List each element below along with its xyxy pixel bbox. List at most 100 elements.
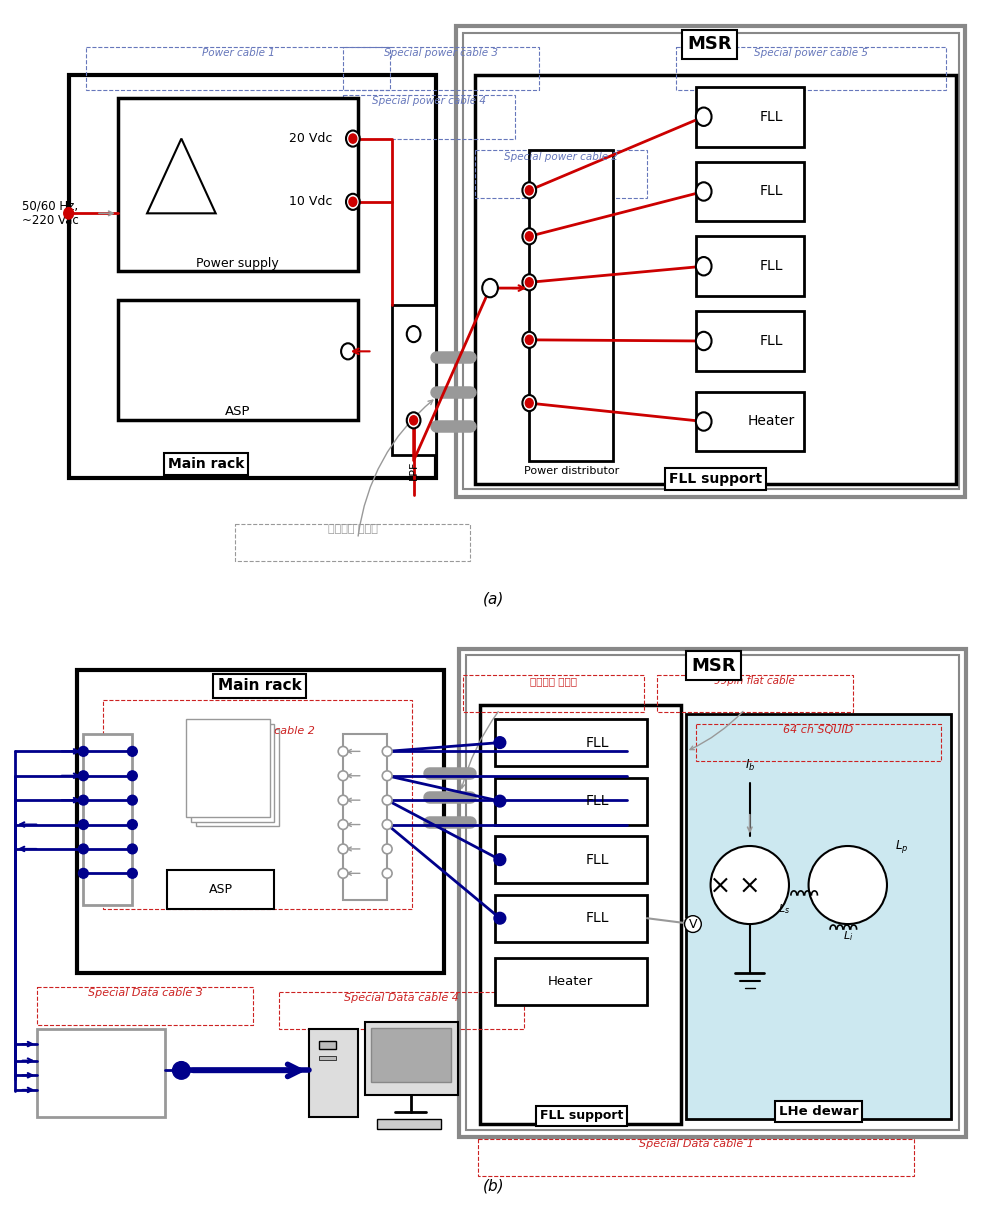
Text: Special Data cable 4: Special Data cable 4 xyxy=(344,993,458,1003)
Text: 99pin flat cable: 99pin flat cable xyxy=(714,676,795,686)
Circle shape xyxy=(382,844,391,853)
Bar xyxy=(656,675,852,712)
Text: Power supply: Power supply xyxy=(195,257,278,270)
Circle shape xyxy=(338,771,348,781)
Bar xyxy=(462,675,643,712)
Text: FLL: FLL xyxy=(759,334,782,348)
Circle shape xyxy=(522,182,535,198)
Circle shape xyxy=(338,820,348,829)
Circle shape xyxy=(695,257,711,275)
Text: Power distributor: Power distributor xyxy=(524,466,618,477)
Text: FLL support: FLL support xyxy=(669,472,761,486)
Circle shape xyxy=(522,395,535,412)
Circle shape xyxy=(127,746,137,757)
Circle shape xyxy=(64,208,74,220)
Circle shape xyxy=(493,795,505,807)
Circle shape xyxy=(493,736,505,748)
Circle shape xyxy=(695,332,711,350)
Bar xyxy=(675,47,945,91)
Text: FLL: FLL xyxy=(759,185,782,198)
Bar xyxy=(77,670,444,973)
Circle shape xyxy=(525,398,532,408)
Bar xyxy=(494,958,646,1005)
Text: FLL: FLL xyxy=(586,794,609,809)
Bar xyxy=(343,734,387,899)
Bar xyxy=(37,1030,165,1118)
Circle shape xyxy=(695,182,711,200)
Bar xyxy=(458,649,965,1137)
Bar xyxy=(494,777,646,824)
Text: (b): (b) xyxy=(483,1178,504,1193)
Text: ASP: ASP xyxy=(208,884,233,897)
Text: FLL support: FLL support xyxy=(539,1109,622,1123)
Bar xyxy=(695,311,803,371)
Text: ASP: ASP xyxy=(224,406,249,419)
Bar xyxy=(191,724,274,822)
Circle shape xyxy=(409,415,417,425)
Text: 10 Vdc: 10 Vdc xyxy=(289,196,332,209)
Circle shape xyxy=(382,795,391,805)
Bar xyxy=(475,150,646,198)
Circle shape xyxy=(349,197,356,206)
Bar xyxy=(494,894,646,941)
Text: V: V xyxy=(688,917,696,931)
Bar xyxy=(695,391,803,451)
Circle shape xyxy=(338,746,348,757)
Bar xyxy=(279,992,524,1030)
Bar xyxy=(528,150,612,461)
Circle shape xyxy=(346,130,359,146)
Circle shape xyxy=(493,853,505,865)
Circle shape xyxy=(522,228,535,244)
Bar xyxy=(478,1138,913,1176)
Bar xyxy=(196,729,279,827)
Text: $L_p$: $L_p$ xyxy=(894,838,907,855)
Bar xyxy=(235,524,470,560)
Circle shape xyxy=(127,820,137,829)
Circle shape xyxy=(382,869,391,879)
Bar xyxy=(465,654,958,1130)
Circle shape xyxy=(338,795,348,805)
Text: 64 ch SQUID: 64 ch SQUID xyxy=(783,724,853,735)
Text: Heater: Heater xyxy=(747,414,794,428)
Circle shape xyxy=(79,869,88,879)
Text: 20 Vdc: 20 Vdc xyxy=(289,132,332,145)
Circle shape xyxy=(127,795,137,805)
Bar xyxy=(86,47,389,91)
Bar xyxy=(371,1028,451,1083)
Text: Main rack: Main rack xyxy=(218,678,302,693)
Circle shape xyxy=(695,107,711,126)
Bar xyxy=(103,700,411,909)
Circle shape xyxy=(79,820,88,829)
Text: 50/60 Hz,
~220 Vac: 50/60 Hz, ~220 Vac xyxy=(22,199,78,227)
Bar xyxy=(391,305,436,455)
Circle shape xyxy=(525,232,532,241)
Bar xyxy=(309,1030,357,1118)
Text: FLL: FLL xyxy=(586,852,609,867)
Text: $L_s$: $L_s$ xyxy=(777,903,790,916)
Circle shape xyxy=(382,746,391,757)
Bar xyxy=(695,162,803,221)
Text: $I_b$: $I_b$ xyxy=(743,758,754,772)
Bar xyxy=(695,87,803,146)
Circle shape xyxy=(382,771,391,781)
Circle shape xyxy=(79,795,88,805)
Text: LHe dewar: LHe dewar xyxy=(778,1104,857,1118)
Text: MSR: MSR xyxy=(690,657,736,675)
Bar xyxy=(494,836,646,884)
Bar xyxy=(37,987,252,1025)
Circle shape xyxy=(522,332,535,348)
Bar xyxy=(494,719,646,766)
Circle shape xyxy=(482,279,497,297)
Bar xyxy=(343,47,538,91)
Text: Special power cable 5: Special power cable 5 xyxy=(753,48,867,58)
Circle shape xyxy=(338,844,348,853)
Bar xyxy=(318,1042,336,1049)
Circle shape xyxy=(525,336,532,344)
Circle shape xyxy=(127,771,137,781)
Circle shape xyxy=(127,869,137,879)
Circle shape xyxy=(808,846,886,925)
Text: 알루미눅 주금관: 알루미눅 주금관 xyxy=(529,676,576,686)
Circle shape xyxy=(341,343,355,360)
Text: $L_i$: $L_i$ xyxy=(842,929,852,943)
Text: Main rack: Main rack xyxy=(168,457,244,471)
